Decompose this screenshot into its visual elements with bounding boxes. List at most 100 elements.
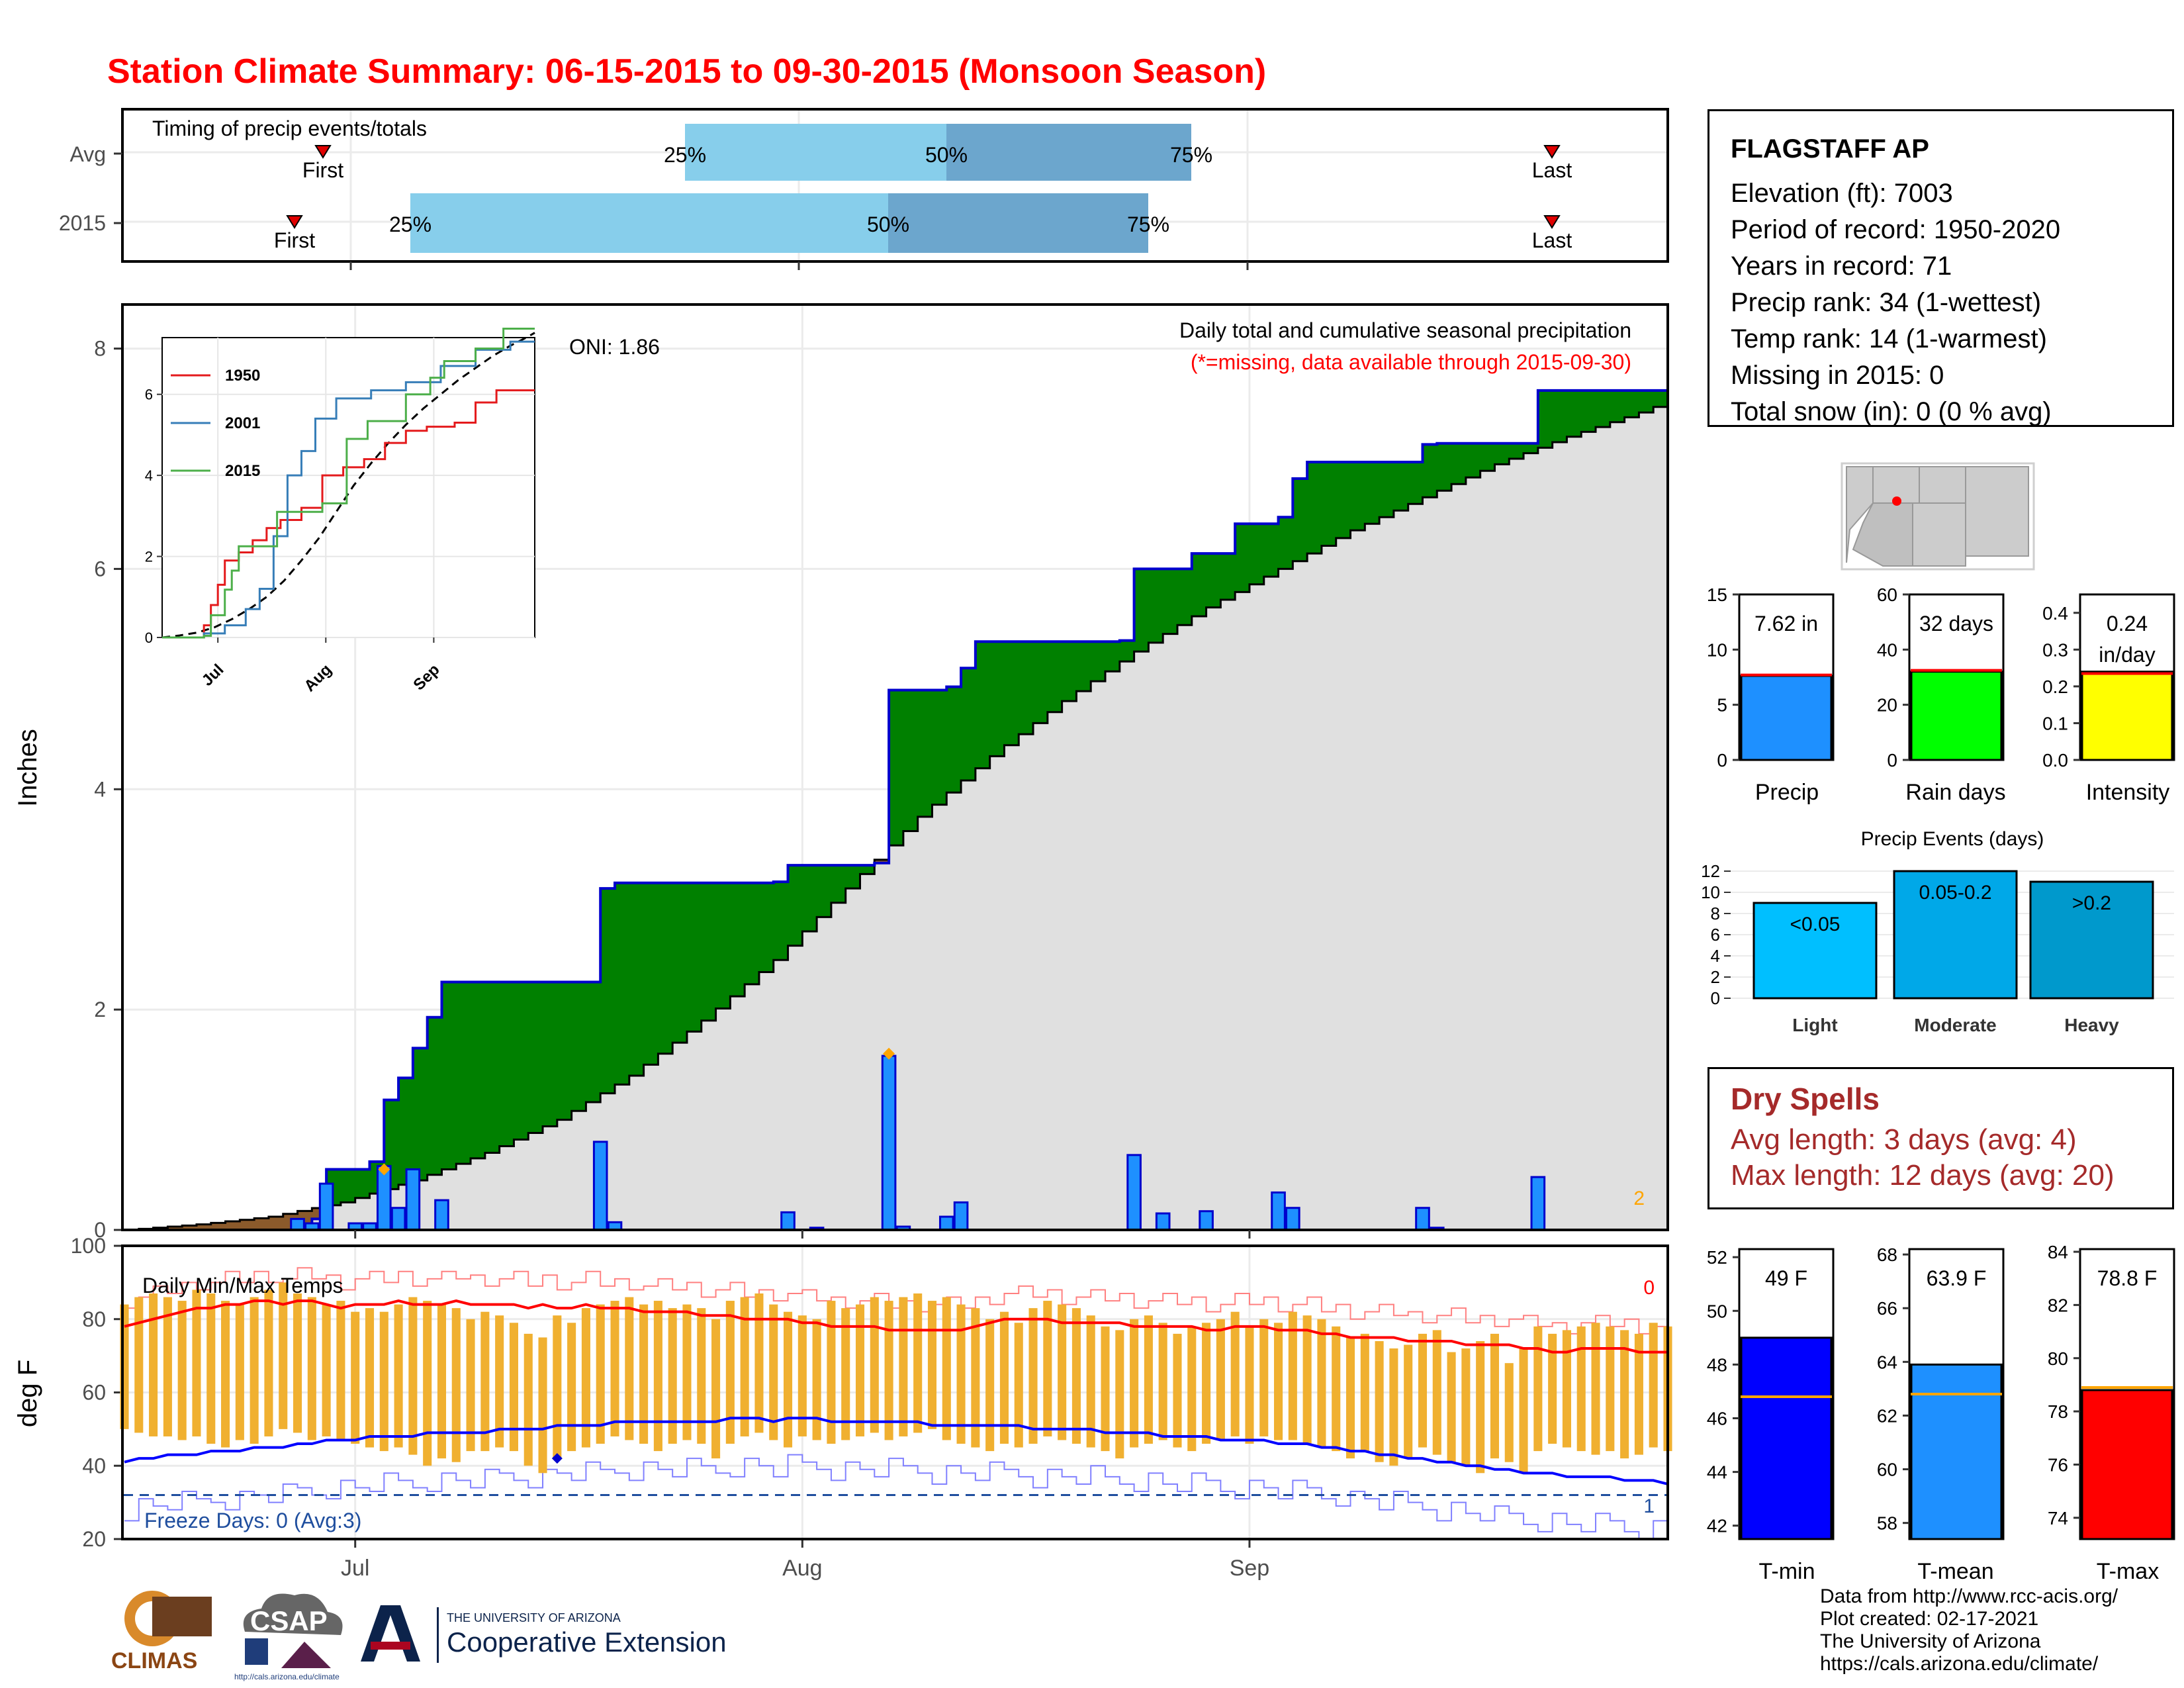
daily-precip-bar [390,1207,406,1231]
timing-avg-q50-label: 50% [925,143,968,167]
rain-days-ytick-label: 20 [1877,695,1897,716]
daily-temp-range-bar [206,1293,216,1444]
precip-corner-count: 2 [1633,1188,1645,1209]
intensity-ytick-label: 0.1 [2042,713,2068,733]
events-ytick-label: 12 [1701,861,1720,881]
state-map [1841,462,2035,571]
station-info-box: FLAGSTAFF AP Elevation (ft): 7003 Period… [1707,109,2174,427]
timing-2015-last-marker [1543,215,1561,229]
daily-temp-range-bar [1476,1340,1485,1474]
t-mean-value-label: 63.9 F [1927,1266,1987,1290]
record-low-line [124,1454,1668,1540]
daily-temp-range-bar [884,1301,893,1440]
avg-min-temp-line [124,1417,1668,1485]
daily-temp-range-bar [769,1304,778,1440]
daily-temp-range-bar [1274,1323,1283,1440]
timing-row-label-2015: 2015 [59,211,106,235]
daily-temp-range-bar [1014,1323,1023,1448]
daily-temp-range-bar [682,1304,692,1440]
precip-missing-note: (*=missing, data available through 2015-… [1191,350,1631,374]
daily-temp-range-bar [1158,1323,1167,1440]
t-max-xlabel: T-max [2097,1559,2159,1584]
daily-temp-range-bar [1375,1340,1384,1462]
t-max-ytick-label: 76 [2048,1454,2068,1475]
daily-temp-range-bar [1101,1326,1110,1452]
timing-2015-last-label: Last [1532,228,1572,252]
timing-avg-q50-75 [946,124,1191,181]
intensity-ytick-label: 0.0 [2042,750,2068,771]
rain-days-ytick-label: 60 [1877,585,1897,605]
daily-temp-range-bar [437,1304,447,1459]
t-max-ytick-label: 78 [2048,1401,2068,1422]
station-missing: Missing in 2015: 0 [1731,361,1944,390]
t-min-value-bar [1740,1336,1833,1540]
t-min-value-label: 49 F [1765,1266,1807,1290]
daily-temp-range-bar [1302,1315,1312,1444]
t-max-ytick-label: 82 [2048,1295,2068,1315]
daily-temp-range-bar [653,1301,662,1452]
timing-2015-q50-75 [888,193,1148,253]
events-title: Precip Events (days) [1861,828,2044,850]
daily-temp-range-bar [999,1311,1009,1444]
station-elevation: Elevation (ft): 7003 [1731,179,1953,208]
daily-precip-bar [434,1199,449,1231]
daily-precip-bar [376,1164,392,1231]
daily-temp-range-bar [1115,1330,1124,1459]
daily-temp-range-bar [264,1289,273,1436]
t-mean-ytick-label: 64 [1877,1352,1897,1372]
t-max-ytick-label: 74 [2048,1508,2068,1528]
events-xtick-label-heavy: Heavy [2064,1015,2119,1035]
timing-avg-first-label: First [302,158,343,182]
oni-value: ONI: 1.86 [569,335,660,359]
csap-logo-text: CSAP [250,1605,328,1636]
credits-plot-created: Plot created: 02-17-2021 [1820,1608,2039,1630]
daily-temp-range-bar [971,1308,980,1448]
figure-title: Station Climate Summary: 06-15-2015 to 0… [107,52,1266,91]
inset-legend-label-1950: 1950 [225,367,260,385]
rain-days-ytick-label: 40 [1877,639,1897,660]
precip-ytick-label: 5 [1717,695,1727,716]
daily-precip-bar [1155,1212,1171,1231]
precip-ytick-label: 10 [1707,639,1727,660]
intensity-value-label: 0.24 [2107,612,2148,635]
daily-temp-range-bar [1288,1311,1297,1440]
daily-temp-range-bar [956,1304,966,1444]
precip-value-label: 7.62 in [1754,612,1818,635]
events-bar-light [1752,902,1878,1000]
daily-temp-range-bar [1245,1326,1254,1444]
daily-temp-range-bar [1620,1330,1629,1459]
csap-logo-url: http://cals.arizona.edu/climate [234,1672,340,1681]
daily-temp-range-bar [1447,1352,1456,1462]
daily-temp-range-bar [163,1297,172,1436]
daily-precip-bar [881,1055,897,1231]
daily-temp-range-bar [351,1311,360,1444]
daily-temp-range-bar [1259,1319,1269,1436]
daily-temp-range-bar [855,1304,865,1436]
timing-2015-first-label: First [274,228,315,252]
daily-temp-range-bar [942,1297,951,1440]
daily-precip-bar [290,1217,305,1231]
inset-ytick-label: 6 [145,387,153,403]
t-max-value-label: 78.8 F [2097,1266,2158,1290]
daily-temp-range-bar [509,1323,518,1452]
events-bar-moderate [1893,870,2018,1000]
min-temp-marker [551,1453,563,1464]
daily-temp-range-bar [1187,1326,1197,1452]
daily-temp-range-bar [1533,1326,1543,1452]
precip-caption: Daily total and cumulative seasonal prec… [1179,318,1631,342]
daily-temp-range-bar [827,1301,836,1444]
t-min-ytick-label: 50 [1707,1301,1727,1321]
daily-temp-range-bar [1649,1323,1658,1448]
intensity-ytick-label: 0.3 [2042,639,2068,660]
daily-temp-range-bar [784,1311,793,1448]
intensity-value-bar [2081,671,2173,761]
daily-temp-range-bar [1317,1319,1326,1448]
inset-legend-label-2001: 2001 [225,414,260,432]
daily-temp-range-bar [221,1301,230,1448]
t-min-ytick-label: 42 [1707,1516,1727,1536]
daily-precip-bar [405,1168,421,1231]
daily-temp-range-bar [1461,1348,1471,1466]
daily-temp-range-bar [365,1308,375,1448]
